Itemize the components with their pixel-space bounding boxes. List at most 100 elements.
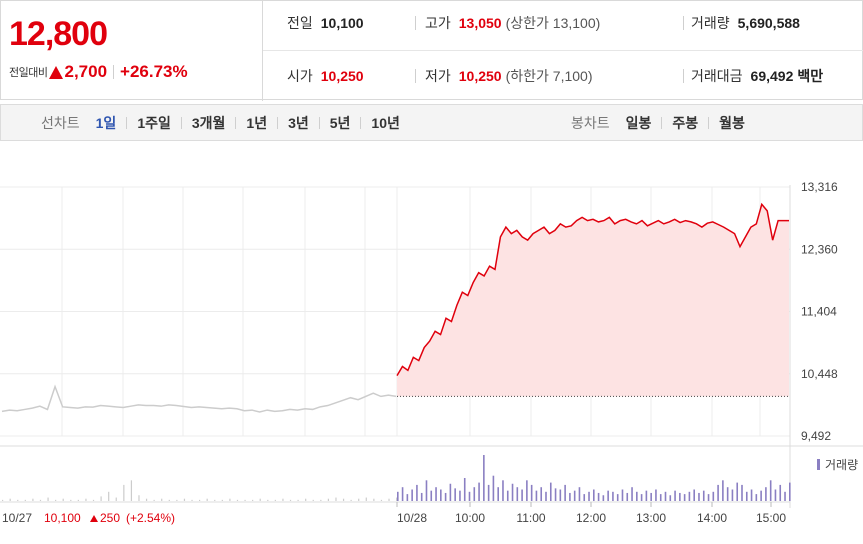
tab-10year[interactable]: 10년 (371, 114, 400, 131)
change-percent: +26.73% (120, 62, 188, 81)
volume-bar-today (397, 491, 399, 501)
volume-bar-today (655, 489, 657, 501)
volume-bar-today (569, 492, 571, 501)
volume-bar-today (717, 484, 719, 501)
line-chart-label: 선차트 (41, 114, 80, 131)
y-tick-label: 10,448 (801, 367, 838, 381)
volume-bar-today (554, 488, 557, 501)
volume-bar-today (616, 494, 619, 501)
tab-1week[interactable]: 1주일 (137, 114, 171, 131)
volume-bar-prev (267, 499, 269, 501)
volume-bar-today (535, 490, 538, 501)
volume-bar-prev (55, 499, 57, 501)
volume-bar-today (564, 484, 566, 501)
volume-bar-today (765, 487, 767, 501)
volume-bar-today (621, 489, 624, 501)
volume-bar-today (779, 484, 782, 501)
volume-bar-today (650, 492, 652, 501)
divider (708, 116, 710, 129)
volume-bar-today (502, 480, 504, 501)
divider (126, 116, 128, 129)
volume-bar-today (588, 491, 590, 501)
low-label: 저가 (425, 68, 451, 84)
line-chart-tabs: 선차트 1일 1주일 3개월 1년 3년 5년 10년 (41, 113, 402, 133)
volume-bar-prev (85, 498, 87, 501)
tab-daily[interactable]: 일봉 (625, 114, 652, 131)
divider (415, 69, 416, 83)
open-label: 시가 (287, 68, 313, 84)
trade-value-unit: 백만 (797, 68, 824, 84)
price-chart: 13,316 12,360 11,404 10,448 9,492 10/28 10:00… (0, 180, 863, 525)
x-tick-label: 14:00 (697, 511, 727, 525)
up-triangle-icon (49, 65, 64, 79)
volume-bar-today (698, 492, 700, 501)
volume-bar-today (645, 490, 648, 501)
candle-chart-label: 봉차트 (571, 114, 610, 131)
change-row: 전일대비 2,700 +26.73% (9, 62, 188, 82)
volume-stat: 거래량 5,690,588 (691, 13, 800, 33)
tab-3month[interactable]: 3개월 (191, 114, 226, 131)
volume-bar-today (559, 489, 562, 501)
tab-1year[interactable]: 1년 (246, 114, 268, 131)
volume-bar-today (511, 483, 514, 501)
volume-bar-prev (320, 499, 322, 501)
volume-bar-prev (206, 498, 208, 501)
trade-value: 69,492 (750, 68, 794, 84)
tab-monthly[interactable]: 월봉 (719, 114, 745, 131)
trade-value-stat: 거래대금 69,492 백만 (691, 66, 823, 86)
volume-bar-today (702, 490, 705, 501)
volume-bar-prev (259, 498, 261, 501)
volume-bar-today (435, 487, 437, 501)
volume-bar-prev (342, 498, 345, 501)
volume-label: 거래량 (691, 15, 730, 31)
volume-bars (2, 455, 791, 501)
volume-bar-today (478, 482, 480, 501)
volume-bar-today (593, 489, 595, 501)
volume-bar-prev (161, 498, 163, 501)
volume-bar-today (516, 487, 519, 501)
price-summary: 12,800 전일대비 2,700 +26.73% 전일 10,100 고가 1… (0, 0, 863, 101)
volume-bar-today (406, 494, 409, 501)
volume-bar-prev (350, 499, 352, 501)
open-value: 10,250 (320, 68, 364, 84)
low-value: 10,250 (458, 68, 502, 84)
prev-close-label: 전일 (287, 15, 313, 31)
volume-bar-prev (282, 498, 284, 501)
volume-bar-today (674, 490, 676, 501)
volume-bar-prev (176, 499, 178, 501)
volume-bar-today (545, 491, 547, 501)
volume-bar-today (526, 480, 528, 501)
tab-weekly[interactable]: 주봉 (672, 114, 699, 131)
volume-bar-today (760, 490, 762, 501)
tab-3year[interactable]: 3년 (288, 114, 309, 131)
change-value: 2,700 (64, 62, 108, 81)
volume-bar-prev (77, 499, 79, 501)
volume-bar-today (597, 492, 600, 501)
volume-bar-prev (32, 498, 34, 501)
volume-bar-prev (365, 497, 367, 501)
volume-bar-today (573, 490, 576, 501)
tab-5year[interactable]: 5년 (329, 114, 351, 131)
volume-bar-prev (17, 499, 19, 501)
divider (415, 16, 416, 30)
volume-bar-today (688, 491, 691, 501)
high-value: 13,050 (458, 15, 502, 31)
tab-1day[interactable]: 1일 (95, 114, 117, 131)
divider (360, 116, 362, 129)
volume-bar-today (454, 488, 456, 501)
volume-bar-prev (297, 499, 299, 501)
y-tick-label: 11,404 (801, 305, 837, 319)
prev-day-summary: 10/27 10,100 250 (+2.54%) (2, 511, 175, 525)
volume-bar-prev (123, 484, 125, 501)
today-series-line (396, 202, 789, 376)
volume-bar-today (497, 487, 499, 501)
volume-bar-today (492, 475, 495, 501)
volume-bar-today (741, 484, 743, 501)
today-line (396, 202, 789, 376)
prev-day-percent: (+2.54%) (126, 511, 175, 525)
volume-bar-prev (183, 498, 186, 501)
volume-bar-today (473, 487, 476, 501)
volume-bar-today (468, 491, 471, 501)
volume-bar-prev (388, 498, 390, 501)
volume-legend: 거래량 (825, 458, 858, 472)
